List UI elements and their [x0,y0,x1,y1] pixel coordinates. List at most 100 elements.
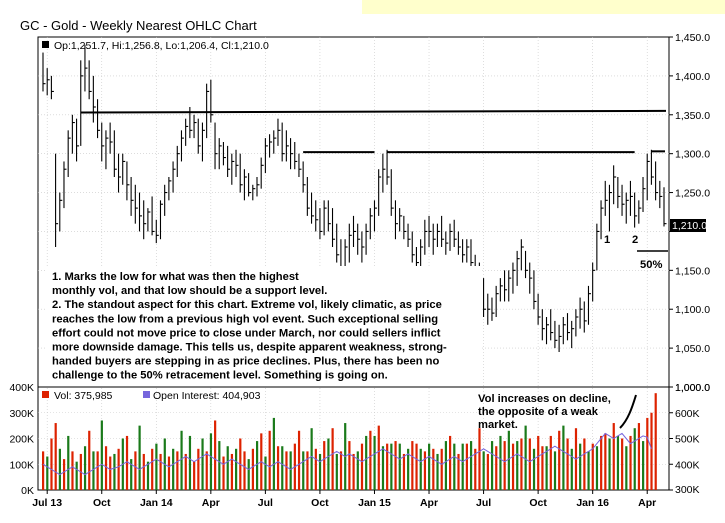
volume-bar [138,425,141,490]
volume-bar [62,459,66,490]
volume-bar [432,448,435,490]
volume-bar [524,425,527,490]
time-tick-label: Jul 13 [32,497,62,509]
volume-bar [390,443,393,490]
volume-bar [629,435,632,490]
price-tick-label: 1,000.0 [675,382,710,394]
marker-2: 2 [632,234,638,246]
volume-bar [188,435,192,490]
time-tick-label: Apr [202,497,220,509]
volume-bar [151,448,154,490]
volume-bar [591,443,594,490]
volume-note-line: market. [478,419,518,431]
volume-bar [247,459,250,490]
note-line: handed buyers are stepping in as price d… [52,356,439,368]
price-tick-label: 1,100.0 [675,304,710,316]
oi-legend-label: Open Interest: 404,903 [153,390,261,402]
volume-bar [579,443,582,490]
volume-bar [650,412,653,490]
price-tick-label: 1,400.0 [675,71,710,83]
volume-bar [331,428,334,490]
volume-bar [83,446,87,490]
volume-bar [310,428,313,490]
price-legend-swatch [42,41,49,48]
volume-bar [264,456,267,490]
volume-bar [457,453,460,490]
time-tick-label: Oct [529,497,547,509]
price-tick-label: 1,450.0 [675,32,710,44]
volume-bar [474,448,477,490]
volume-bar [503,441,506,490]
volume-bar [608,438,611,490]
volume-bar [289,451,292,490]
volume-bar [600,435,603,490]
volume-bar [109,456,112,490]
volume-bar [537,435,540,490]
price-tick-label: 1,150.0 [675,265,710,277]
volume-bar [407,448,410,490]
price-tick-label: 1,050.0 [675,343,710,355]
volume-bar [117,448,120,490]
volume-bar [314,448,317,490]
note-line: challenge to the 50% retracement level. … [52,370,388,382]
volume-bar [251,448,254,490]
volume-bar [104,446,108,490]
volume-bar [386,443,389,490]
marker-1: 1 [604,234,610,246]
title-highlight [362,0,725,14]
volume-bar [193,461,196,490]
volume-bar [323,441,326,490]
volume-bar [214,420,217,490]
volume-bar [365,435,368,490]
volume-bar [54,423,57,490]
volume-bar [415,443,418,490]
time-tick-label: Apr [638,497,656,509]
volume-bar [549,435,552,490]
volume-bar [654,393,657,490]
time-tick-label: Oct [311,497,329,509]
volume-bar [96,451,99,490]
volume-bar [146,461,150,490]
volume-bar [499,435,502,490]
volume-bar [419,448,422,490]
time-tick-label: Jul [476,497,491,509]
note-line: 1. Marks the low for what was then the h… [52,271,299,283]
volume-bar [616,435,620,490]
open-interest-series [42,432,652,476]
volume-bar [381,446,385,490]
last-price-flag [670,219,706,232]
volume-bar [587,451,590,490]
note-line: more downside damage. This tells us, des… [52,342,447,354]
volume-bar [92,451,95,490]
volume-bar [469,441,473,490]
volume-bar [172,448,175,490]
volume-bar [646,417,649,490]
volume-bar [201,438,204,490]
volume-bar [142,453,145,490]
volume-bar [604,433,607,490]
volume-bar [436,453,439,490]
time-tick-label: Apr [420,497,438,509]
note-line: 2. The standout aspect for this chart. E… [52,299,442,311]
volume-bar [511,443,515,490]
volume-bar [583,438,586,490]
volume-bar [394,441,397,490]
price-tick-label: 1,300.0 [675,149,710,161]
time-axis: Jul 13 Oct Jan 14 Apr Jul Oct Jan 15 Apr Jul Oct J… [32,490,656,509]
volume-bar [268,430,271,490]
volume-bar [449,435,452,490]
volume-bar [360,443,364,490]
volume-bar [113,453,116,490]
volume-bar [377,425,380,490]
volume-bar [373,435,376,490]
open-interest-axis-right: 300K 400K 500K 600K 1,000.0 [669,382,710,496]
volume-note: Vol increases on decline,the opposite of… [478,393,611,431]
volume-bar [235,448,238,490]
volume-bar [465,443,468,490]
volume-bar [637,423,641,490]
volume-bar [520,438,523,490]
volume-bar [562,425,565,490]
volume-bar [134,451,137,490]
fifty-pct-label: 50% [640,259,662,271]
